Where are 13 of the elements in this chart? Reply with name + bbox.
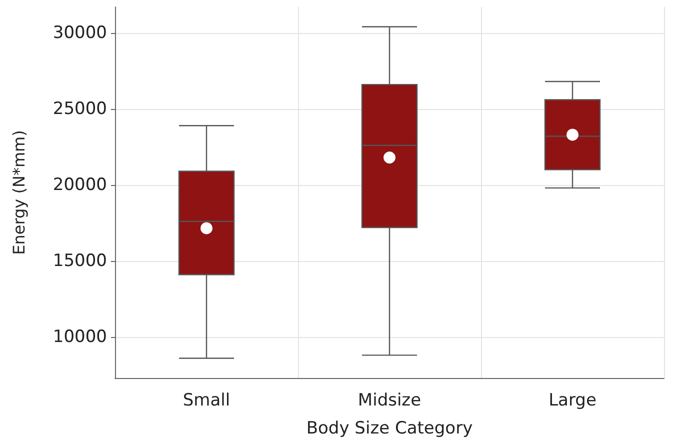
point — [200, 222, 212, 234]
y-tick-label: 20000 — [52, 174, 107, 195]
point — [384, 152, 396, 164]
x-axis-title: Body Size Category — [306, 418, 473, 438]
x-tick-label: Large — [548, 390, 596, 410]
y-tick-label: 10000 — [52, 326, 107, 347]
y-tick-label: 30000 — [52, 22, 107, 43]
x-tick-label: Small — [182, 390, 230, 410]
point — [566, 128, 578, 141]
y-tick-label: 25000 — [52, 98, 107, 119]
x-tick-label: Midsize — [358, 390, 422, 410]
y-axis-title: Energy (N*mm) — [10, 130, 28, 255]
y-tick-label: 15000 — [52, 250, 107, 271]
